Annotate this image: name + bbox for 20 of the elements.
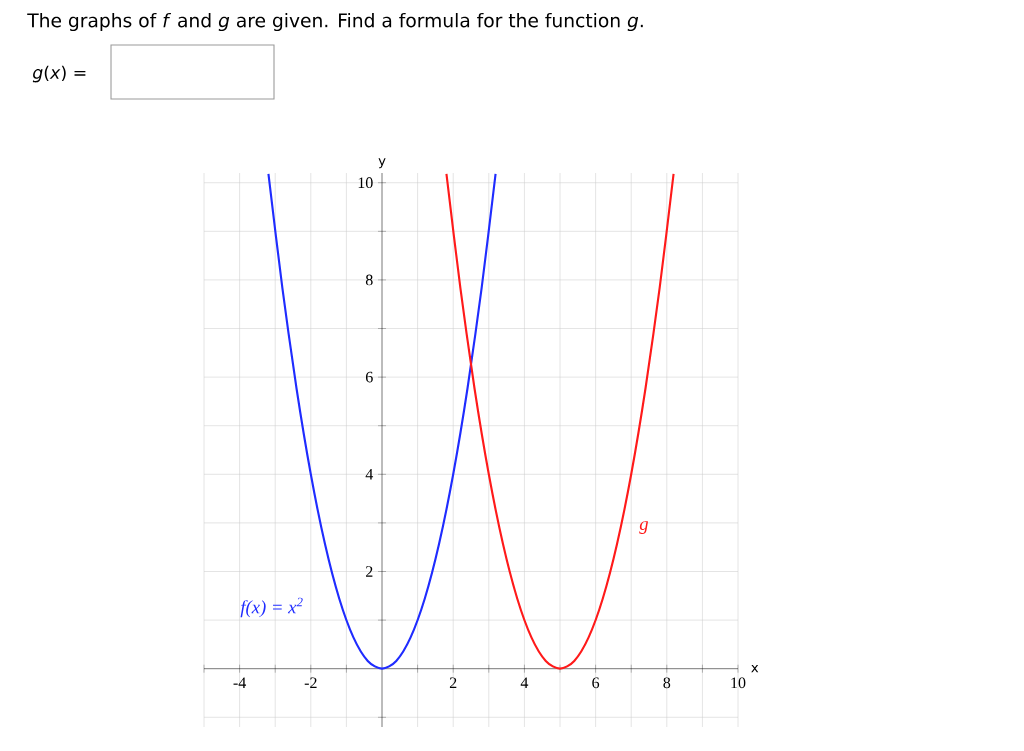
x-tick-label: 6 (592, 677, 600, 689)
y-tick-label: 4 (365, 469, 374, 480)
x-tick-label: -4 (233, 677, 247, 688)
line-series (445, 173, 675, 670)
x-tick-label: 4 (520, 677, 529, 688)
x-tick-label: 8 (663, 677, 671, 689)
x-axis-title: x (751, 665, 759, 673)
series-label: f(x) = x$^{2}$ (240, 597, 303, 618)
series-label: g (639, 521, 649, 534)
y-tick-label: 2 (366, 566, 373, 577)
y-axis-title: y (378, 158, 386, 169)
text: g(x) = (32, 65, 86, 83)
chart-title: The graphs of f and g are given. Find a formula for the function g. (27, 12, 643, 32)
y-tick-label: 10 (358, 177, 373, 189)
x-tick-label: -2 (304, 677, 317, 688)
y-tick-label: 6 (365, 371, 373, 383)
y-tick-label: 8 (365, 274, 373, 286)
line-series (267, 173, 497, 670)
x-tick-label: 2 (449, 677, 457, 688)
x-tick-label: 10 (731, 677, 746, 689)
